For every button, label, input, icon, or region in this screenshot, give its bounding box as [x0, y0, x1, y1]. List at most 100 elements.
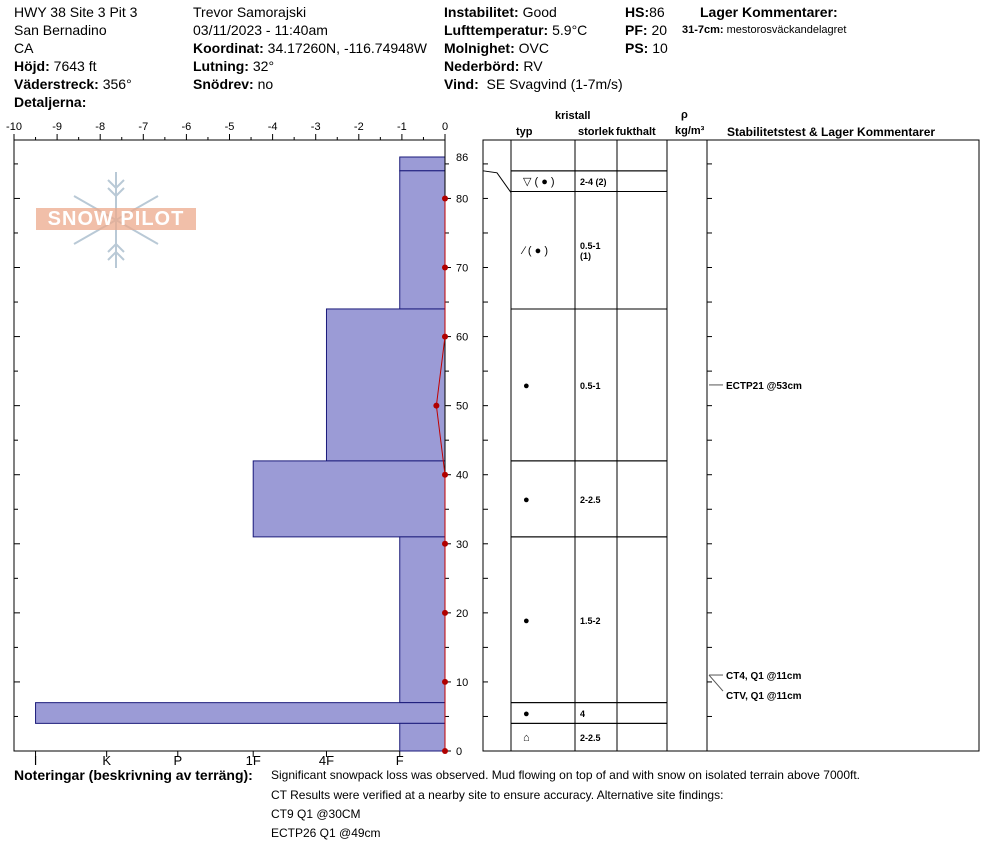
notes-label: Noteringar (beskrivning av terräng):	[14, 767, 253, 783]
depth-tick-label: 10	[456, 677, 468, 689]
temperature-point-3	[433, 402, 440, 409]
temp-tick-label: -9	[52, 121, 62, 133]
depth-tick-label: 70	[456, 263, 468, 275]
temp-tick-label: -1	[397, 121, 407, 133]
hardness-bar-6	[399, 722, 446, 752]
crystal-type-symbol: ∕ ( ● )	[520, 245, 548, 257]
hardness-tick-label: I	[34, 753, 38, 768]
wind: Vind: SE Svagvind (1-7m/s)	[444, 76, 623, 92]
temperature-point-5	[442, 540, 448, 547]
observer: Trevor Samorajski	[193, 4, 307, 20]
temperature-point-4	[442, 471, 448, 478]
table-frame	[482, 139, 980, 752]
type-header: typ	[516, 126, 533, 138]
depth-tick-label: 30	[456, 539, 468, 551]
size-header: storlek	[578, 126, 615, 138]
snow-profile-chart: -10 -9 -8 -7 -6 -5 -4 -3 -2 -1 0I K P 1F 4F F0102030405…	[6, 121, 980, 768]
depth-tick-label: 0	[456, 746, 462, 758]
state: CA	[14, 40, 34, 56]
temperature-point-7	[442, 678, 448, 685]
note-line-2: CT Results were verified at a nearby sit…	[271, 788, 724, 802]
layer-connector	[482, 170, 512, 193]
moisture-header: fukthalt	[616, 126, 656, 138]
layer-comment: 31-7cm: mestorosväckandelagret	[682, 24, 847, 36]
temperature-point-0	[442, 195, 448, 202]
region: San Bernadino	[14, 22, 107, 38]
snowpilot-logo: SNOW PILOT	[36, 168, 196, 272]
crystal-size-label: 0.5-1	[580, 241, 601, 251]
crystal-size-label: (1)	[580, 251, 591, 261]
temp-tick-label: 0	[442, 121, 448, 133]
crystal-type-symbol: ●	[523, 380, 530, 392]
crystal-type-symbol: ●	[523, 708, 530, 720]
stability-test-label: ECTP21 @53cm	[726, 381, 802, 392]
crystal-size-label: 2-4 (2)	[580, 177, 607, 187]
slope: Lutning: 32°	[193, 58, 275, 74]
temp-tick-label: -2	[354, 121, 364, 133]
hardness-tick-label: 1F	[246, 753, 261, 768]
note-line-3: CT9 Q1 @30CM	[271, 807, 361, 821]
hardness-bar-2	[325, 308, 446, 462]
site-name: HWY 38 Site 3 Pit 3	[14, 4, 138, 20]
hardness-tick-label: P	[173, 753, 182, 768]
hardness-bar-0	[399, 156, 446, 172]
crystal-size-label: 2-2.5	[580, 733, 601, 743]
temp-tick-label: -4	[268, 121, 278, 133]
rho-header: ρ	[681, 109, 688, 121]
stability-test-label: CT4, Q1 @11cm	[726, 671, 801, 682]
hardness-temperature-plot: -10 -9 -8 -7 -6 -5 -4 -3 -2 -1 0I K P 1F 4F F0102030405…	[6, 121, 468, 768]
density-header: kg/m³	[675, 125, 705, 137]
snowpilot-logo-text: SNOW PILOT	[36, 208, 196, 230]
hardness-bar-3	[252, 460, 446, 538]
instability: Instabilitet: Good	[444, 4, 557, 20]
crystal-size-label: 2-2.5	[580, 495, 601, 505]
details-label: Detaljerna:	[14, 94, 87, 110]
crystal-size-label: 4	[580, 709, 585, 719]
precipitation: Nederbörd: RV	[444, 58, 543, 74]
temp-tick-label: -3	[311, 121, 321, 133]
temp-tick-label: -10	[6, 121, 22, 133]
hardness-bar-1	[399, 170, 446, 310]
ps: PS: 10	[625, 40, 668, 56]
temperature-point-8	[442, 748, 448, 754]
note-line-1: Significant snowpack loss was observed. …	[271, 768, 861, 782]
hardness-bar-4	[399, 536, 446, 704]
stability-header: Stabilitetstest & Lager Kommentarer	[727, 125, 936, 139]
layer-comments-title: Lager Kommentarer:	[700, 4, 838, 20]
temp-tick-label: -5	[225, 121, 235, 133]
temperature-point-1	[442, 264, 448, 271]
note-line-4: ECTP26 Q1 @49cm	[271, 826, 381, 840]
depth-tick-label: 86	[456, 152, 468, 164]
temperature-point-2	[442, 333, 448, 340]
temp-tick-label: -6	[182, 121, 192, 133]
depth-tick-label: 40	[456, 470, 468, 482]
temp-tick-label: -8	[95, 121, 105, 133]
coordinates: Koordinat: 34.17260N, -116.74948W	[193, 40, 427, 56]
datetime: 03/11/2023 - 11:40am	[193, 22, 328, 38]
crystal-type-symbol: ⌂	[523, 732, 530, 744]
stability-arrow-2	[708, 674, 724, 692]
wind-drift: Snödrev: no	[193, 76, 274, 92]
crystal-type-symbol: ●	[523, 494, 530, 506]
temperature-point-6	[442, 609, 448, 616]
sky-cover: Molnighet: OVC	[444, 40, 549, 56]
crystal-header: kristall	[555, 110, 591, 122]
depth-tick-label: 20	[456, 608, 468, 620]
depth-tick-label: 50	[456, 401, 468, 413]
layer-table: ▽ ( ● ) 2-4 (2)∕ ( ● ) 0.5-1(1)● 0.5-1● 2-2.…	[482, 139, 980, 752]
hardness-tick-label: K	[102, 753, 111, 768]
crystal-type-symbol: ●	[523, 615, 530, 627]
hs: HS:86	[625, 4, 665, 20]
depth-tick-label: 60	[456, 332, 468, 344]
pf: PF: 20	[625, 22, 668, 38]
aspect: Väderstreck: 356°	[14, 76, 132, 92]
hardness-tick-label: F	[396, 753, 404, 768]
crystal-size-label: 1.5-2	[580, 616, 601, 626]
stability-test-label: CTV, Q1 @11cm	[726, 691, 802, 702]
crystal-type-symbol: ▽ ( ● )	[523, 176, 555, 188]
air-temperature: Lufttemperatur: 5.9°C	[444, 22, 588, 38]
hardness-tick-label: 4F	[319, 753, 334, 768]
hardness-bar-5	[35, 702, 446, 724]
crystal-size-label: 0.5-1	[580, 381, 601, 391]
depth-tick-label: 80	[456, 193, 468, 205]
